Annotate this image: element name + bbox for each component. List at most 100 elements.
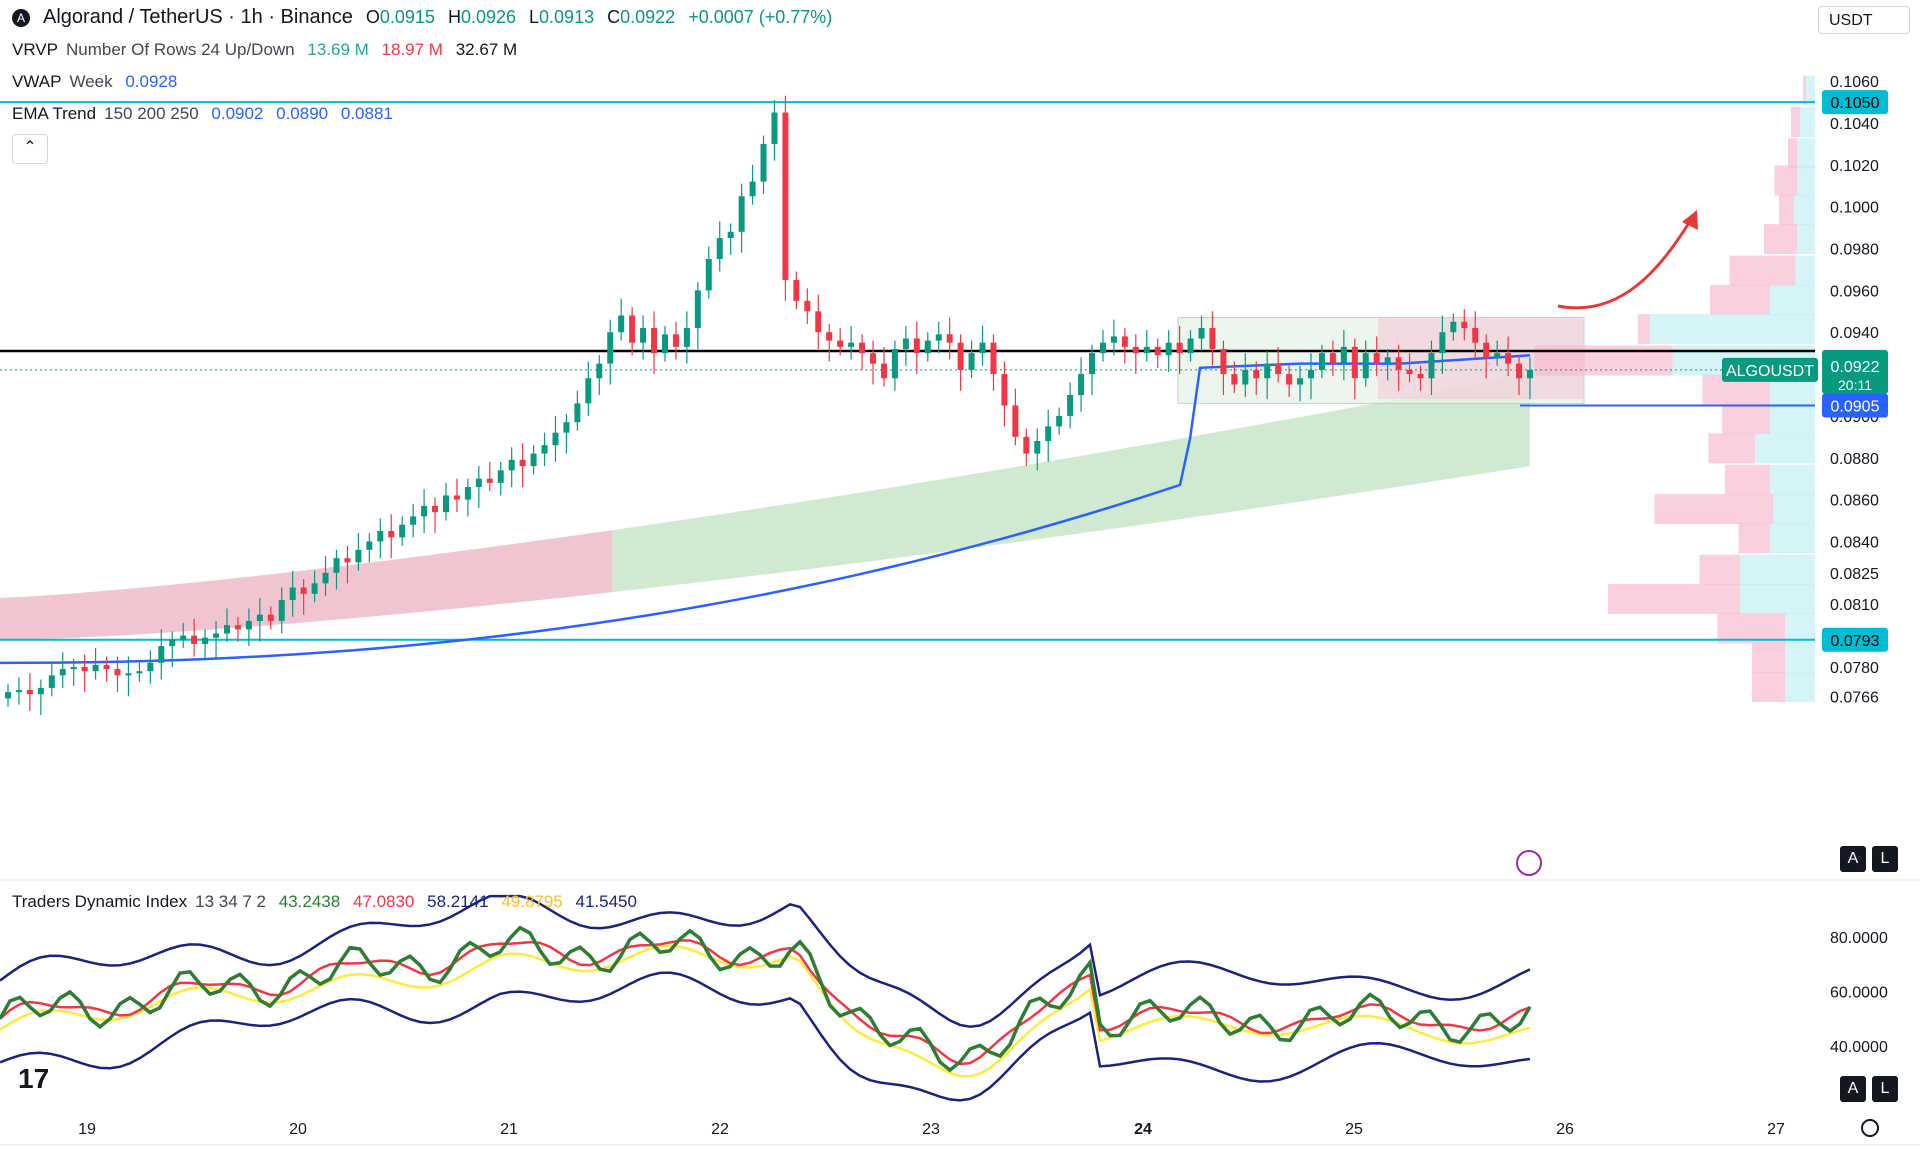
tdi-upper-band xyxy=(0,894,1531,1029)
candle-body xyxy=(1110,336,1117,343)
tdi-rsi-line xyxy=(0,925,1532,1073)
candle-body xyxy=(300,587,307,594)
volume-profile-down-bar xyxy=(1722,404,1770,435)
candle-body xyxy=(1045,426,1052,442)
volume-profile-up-bar xyxy=(1773,494,1815,525)
candle-body xyxy=(738,196,745,232)
candle-body xyxy=(1198,328,1205,339)
chevron-up-icon: ⌃ xyxy=(23,139,37,156)
open-value: 0.0915 xyxy=(379,7,435,27)
volume-profile-down-bar xyxy=(1699,554,1740,585)
volume-profile-up-bar xyxy=(1797,224,1815,255)
volume-profile-up-bar xyxy=(1755,433,1815,464)
candle-body xyxy=(848,342,855,347)
tdi-value-4: 49.8795 xyxy=(501,892,563,911)
auto-scale-button[interactable]: A xyxy=(1840,846,1866,872)
volume-profile-down-bar xyxy=(1764,224,1797,255)
gear-icon[interactable] xyxy=(1861,1119,1879,1137)
ema-legend[interactable]: EMA Trend 150 200 250 0.0902 0.0890 0.088… xyxy=(12,104,401,124)
symbol-title[interactable]: Algorand / TetherUS · 1h · Binance xyxy=(43,6,353,28)
candle-body xyxy=(705,259,712,291)
ema-250-value: 0.0881 xyxy=(340,104,393,123)
candle-body xyxy=(661,334,668,354)
volume-profile-down-bar xyxy=(1608,584,1740,615)
candle-body xyxy=(1406,369,1413,375)
price-tick-label: 0.0840 xyxy=(1830,534,1879,551)
candle-body xyxy=(234,625,241,630)
candle-body xyxy=(1154,346,1161,356)
candle-body xyxy=(388,531,395,538)
candle-body xyxy=(1231,374,1238,385)
tdi-value-5: 41.5450 xyxy=(575,892,637,911)
candle-body xyxy=(782,112,789,280)
candle-body xyxy=(70,667,77,670)
candle-body xyxy=(1340,346,1347,364)
vwap-params: Week xyxy=(69,72,113,91)
candle-body xyxy=(683,328,690,347)
candle-body xyxy=(245,620,252,630)
candle-body xyxy=(410,516,417,525)
candle-body xyxy=(1428,353,1435,379)
candle-body xyxy=(256,614,263,621)
high-label: H xyxy=(447,7,461,27)
candle-body xyxy=(1472,328,1479,343)
candle-body xyxy=(508,459,515,471)
candle-body xyxy=(1220,348,1227,375)
vrvp-legend[interactable]: VRVP Number Of Rows 24 Up/Down 13.69 M 18… xyxy=(12,40,525,60)
log-scale-button[interactable]: L xyxy=(1872,846,1898,872)
volume-profile-down-bar xyxy=(1803,75,1806,106)
candle-body xyxy=(596,363,603,379)
candle-body xyxy=(1384,357,1391,364)
tdi-log-scale-button[interactable]: L xyxy=(1872,1076,1898,1102)
candle-body xyxy=(136,671,143,674)
candle-body xyxy=(935,334,942,341)
candle-body xyxy=(180,635,187,640)
tdi-tick-label: 60.0000 xyxy=(1830,985,1888,1002)
tdi-name: Traders Dynamic Index xyxy=(12,892,188,911)
candle-body xyxy=(311,583,318,594)
currency-selector[interactable]: USDT xyxy=(1818,6,1910,34)
price-tick-label: 0.0825 xyxy=(1830,566,1879,583)
candle-body xyxy=(5,692,11,699)
volume-profile-up-bar xyxy=(1770,284,1815,315)
time-tick-label: 22 xyxy=(711,1121,729,1138)
candle-body xyxy=(1089,353,1096,375)
volume-profile-up-bar xyxy=(1785,613,1815,644)
volume-profile-up-bar xyxy=(1797,165,1815,196)
volume-profile-down-bar xyxy=(1729,255,1796,286)
candle-body xyxy=(727,231,734,239)
candle-body xyxy=(552,432,559,446)
volume-profile-up-bar xyxy=(1785,671,1815,702)
countdown-badge: 20:11 xyxy=(1838,377,1872,393)
projection-arrow xyxy=(1557,217,1694,310)
candle-body xyxy=(1297,378,1304,385)
tradingview-logo-icon: 17 xyxy=(18,1063,49,1094)
ema-200-value: 0.0890 xyxy=(276,104,329,123)
candle-body xyxy=(453,495,460,500)
low-value: 0.0913 xyxy=(539,7,595,27)
candle-body xyxy=(870,353,877,364)
candle-body xyxy=(1132,346,1139,354)
candle-body xyxy=(15,690,22,693)
time-tick-label: 25 xyxy=(1345,1121,1363,1138)
candle-body xyxy=(979,342,986,354)
price-tick-label: 0.0780 xyxy=(1830,660,1879,677)
vrvp-down-value: 18.97 M xyxy=(381,40,443,59)
candle-body xyxy=(1527,369,1533,379)
tdi-params: 13 34 7 2 xyxy=(195,892,267,911)
candle-body xyxy=(1275,363,1282,375)
collapse-legend-button[interactable]: ⌃ xyxy=(12,134,48,164)
candle-body xyxy=(1078,374,1085,395)
tdi-auto-scale-button[interactable]: A xyxy=(1840,1076,1866,1102)
candle-body xyxy=(322,572,329,584)
tdi-legend[interactable]: Traders Dynamic Index 13 34 7 2 43.2438 4… xyxy=(12,892,645,912)
vwap-legend[interactable]: VWAP Week 0.0928 xyxy=(12,72,185,92)
candle-body xyxy=(1362,353,1369,379)
candle-body xyxy=(1373,353,1380,364)
tdi-tick-label: 40.0000 xyxy=(1830,1039,1888,1056)
candle-body xyxy=(1417,374,1424,379)
volume-profile-up-bar xyxy=(1806,75,1815,106)
bottom-level-badge-bg xyxy=(1822,627,1888,652)
symbol-legend: A Algorand / TetherUS · 1h · Binance O0.… xyxy=(12,6,848,29)
